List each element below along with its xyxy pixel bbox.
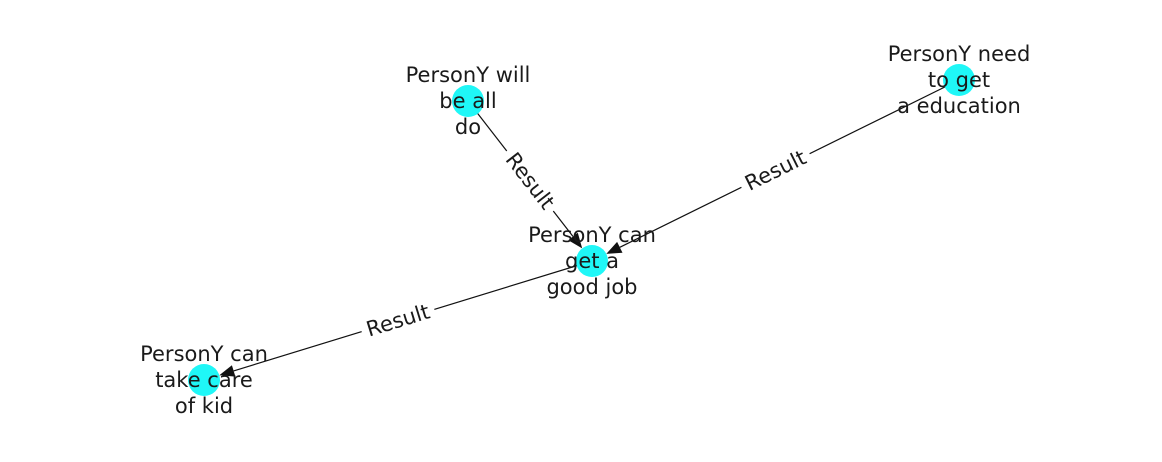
node-labels-layer: PersonY will be all do PersonY need to get a … (140, 42, 1030, 418)
node-label-line: do (455, 115, 481, 139)
edge-label-background (357, 295, 439, 346)
edge-label: Result (363, 300, 432, 342)
node-label-line: of kid (175, 394, 233, 418)
edge-label-background (735, 141, 816, 200)
node-label-n2: PersonY need to get a education (888, 42, 1031, 118)
arrowhead (568, 232, 583, 249)
node-n4 (188, 364, 220, 396)
node-label-line: a education (897, 94, 1021, 118)
node-n3 (576, 245, 608, 277)
edge-label-group: Result (357, 295, 439, 346)
nodes-layer (188, 64, 975, 396)
edge-label: Result (741, 145, 810, 195)
arrowhead (219, 365, 236, 377)
node-n2 (943, 64, 975, 96)
node-label-line: PersonY can (528, 223, 656, 247)
node-label-line: PersonY need (888, 42, 1031, 66)
node-label-n3: PersonY can get a good job (528, 223, 656, 299)
node-label-line: PersonY will (406, 63, 531, 87)
node-label-n1: PersonY will be all do (406, 63, 531, 139)
node-label-line: good job (546, 275, 637, 299)
node-n1 (452, 85, 484, 117)
node-label-line: PersonY can (140, 342, 268, 366)
edge-label-group: Result (495, 142, 565, 220)
node-label-n4: PersonY can take care of kid (140, 342, 268, 418)
edge-label-background (495, 142, 565, 220)
node-label-line: take care (155, 368, 253, 392)
edge-label-group: Result (735, 141, 816, 200)
node-label-line: get a (565, 249, 619, 273)
arrowhead (606, 241, 623, 254)
node-label-line: be all (439, 89, 496, 113)
edge-label: Result (501, 148, 560, 214)
node-label-line: to get (928, 68, 990, 92)
